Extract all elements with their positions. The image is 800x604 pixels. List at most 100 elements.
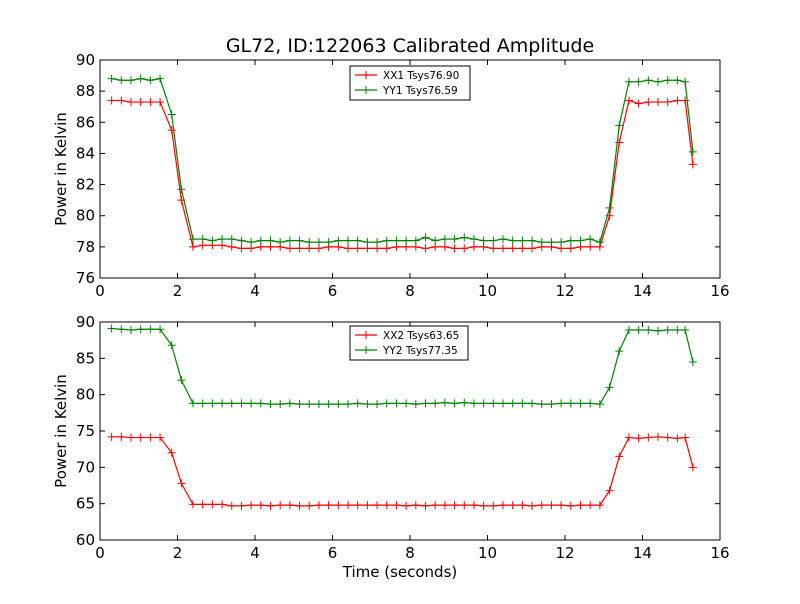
data-point	[537, 238, 546, 247]
data-point	[373, 400, 382, 409]
data-point	[605, 383, 614, 392]
data-point	[107, 96, 116, 105]
data-point	[595, 238, 604, 247]
data-point	[167, 126, 176, 135]
data-point	[324, 400, 333, 409]
data-point	[450, 399, 459, 408]
x-tick-label: 6	[328, 282, 338, 300]
data-point	[392, 399, 401, 408]
x-tick-label: 2	[173, 544, 183, 562]
data-point	[136, 325, 145, 334]
data-point	[469, 501, 478, 510]
data-point	[421, 399, 430, 408]
data-point	[256, 399, 265, 408]
data-point	[537, 400, 546, 409]
y-tick-label: 80	[76, 207, 95, 225]
x-tick-label: 14	[633, 282, 652, 300]
data-point	[547, 238, 556, 247]
data-point	[644, 433, 653, 442]
data-point	[634, 77, 643, 86]
data-point	[499, 244, 507, 253]
data-point	[314, 238, 323, 247]
data-point	[247, 399, 256, 408]
y-tick-label: 86	[76, 113, 95, 131]
data-point	[518, 244, 527, 253]
data-point	[421, 233, 430, 242]
data-point	[177, 185, 186, 194]
x-tick-label: 14	[633, 544, 652, 562]
data-point	[469, 399, 478, 408]
data-point	[673, 76, 682, 85]
data-point	[566, 399, 575, 408]
data-point	[127, 76, 135, 85]
data-point	[276, 238, 285, 247]
y-axis-label: Power in Kelvin	[52, 112, 70, 226]
data-point	[460, 233, 469, 242]
data-point	[673, 325, 682, 334]
data-point	[208, 236, 217, 245]
y-tick-label: 75	[76, 422, 95, 440]
y-tick-label: 65	[76, 495, 95, 513]
data-point	[663, 76, 672, 85]
y-tick-label: 60	[76, 531, 95, 549]
data-point	[305, 501, 314, 510]
data-point	[156, 325, 165, 334]
data-point	[537, 501, 546, 510]
data-point	[654, 77, 662, 86]
data-point	[431, 236, 440, 245]
data-point	[266, 501, 275, 510]
data-point	[237, 399, 246, 408]
data-point	[402, 501, 411, 510]
x-tick-label: 10	[478, 544, 497, 562]
data-point	[295, 236, 304, 245]
x-tick-label: 0	[95, 282, 105, 300]
legend: XX1 Tsys76.90 YY1 Tsys76.59	[349, 65, 471, 101]
x-tick-label: 12	[555, 544, 574, 562]
data-point	[460, 398, 469, 407]
y-tick-label: 82	[76, 176, 95, 194]
data-point	[460, 244, 469, 253]
data-point	[402, 399, 411, 408]
data-point	[146, 98, 155, 107]
data-point	[285, 501, 294, 510]
data-point	[256, 501, 265, 510]
data-point	[431, 501, 440, 510]
data-point	[107, 324, 116, 333]
data-point	[344, 236, 352, 245]
data-point	[227, 399, 236, 408]
data-point	[688, 357, 697, 366]
data-point	[673, 434, 682, 443]
data-point	[285, 399, 294, 408]
data-point	[247, 501, 256, 510]
data-point	[382, 244, 391, 253]
data-point	[566, 236, 575, 245]
data-point	[615, 452, 624, 461]
data-point	[189, 500, 197, 509]
y-tick-label: 84	[76, 144, 95, 162]
data-point	[117, 325, 126, 334]
data-point	[489, 236, 498, 245]
x-tick-label: 2	[173, 282, 183, 300]
data-point	[227, 501, 236, 510]
data-point	[353, 399, 362, 408]
data-point	[344, 244, 352, 253]
x-tick-label: 0	[95, 544, 105, 562]
data-point	[117, 96, 126, 105]
data-point	[673, 96, 682, 105]
data-point	[227, 242, 236, 251]
data-point	[688, 160, 697, 169]
data-point	[528, 236, 537, 245]
top-panel: 0 2 4 6 8 10 12 14 16 76 78 80 82 84 86 88 90 Power in Ke…	[52, 51, 730, 300]
data-point	[146, 76, 155, 85]
data-point	[644, 325, 653, 334]
data-point	[624, 77, 633, 86]
data-point	[353, 236, 362, 245]
data-point	[681, 433, 690, 442]
legend-label: YY2 Tsys77.35	[382, 345, 458, 357]
data-point	[528, 244, 537, 253]
x-tick-label: 8	[405, 544, 415, 562]
data-point	[586, 235, 595, 244]
data-point	[314, 501, 323, 510]
data-point	[392, 236, 401, 245]
